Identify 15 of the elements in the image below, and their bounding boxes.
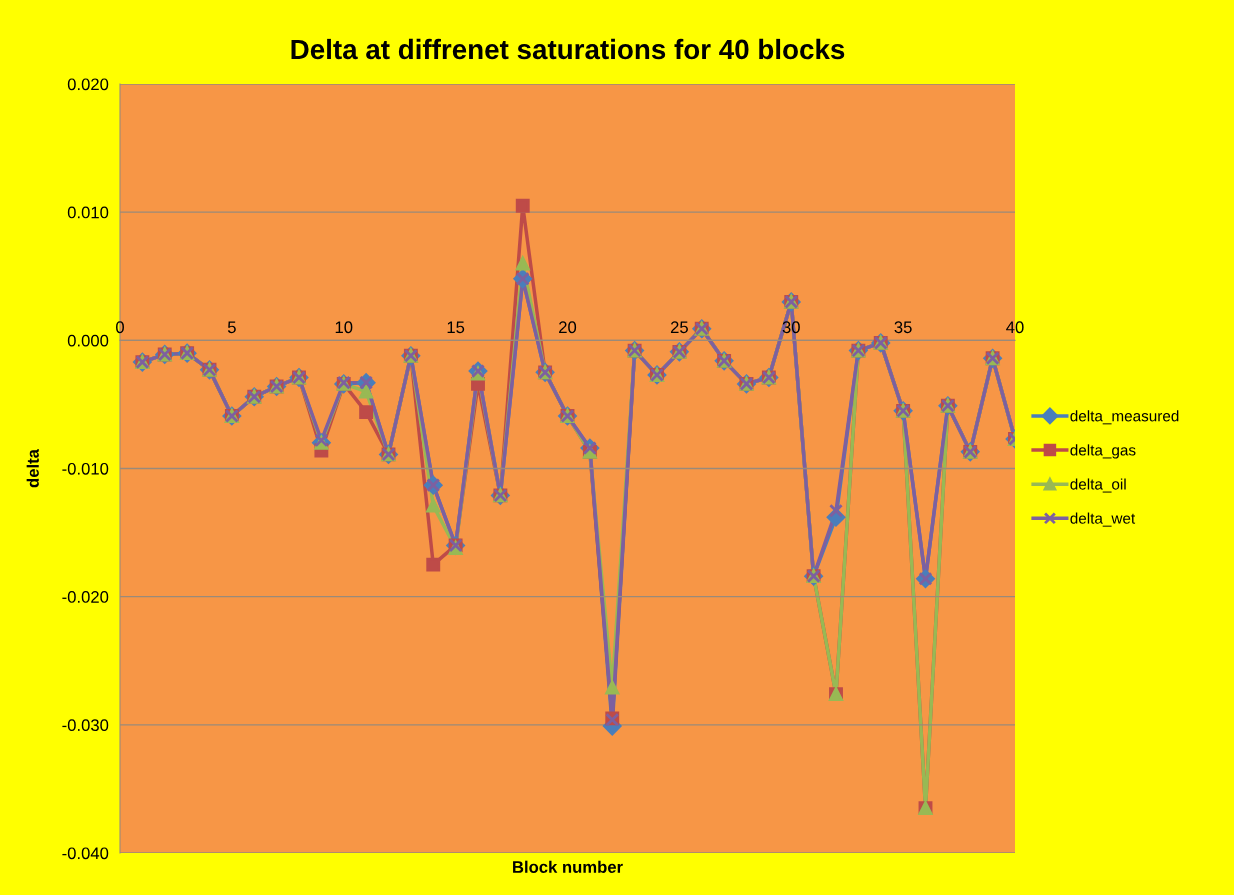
- legend-label: delta_measured: [1070, 410, 1179, 425]
- x-tick-label: 0: [116, 321, 124, 334]
- y-tick-label: -0.010: [62, 462, 109, 475]
- y-tick-label: -0.040: [62, 847, 109, 860]
- y-tick-label: -0.030: [62, 719, 109, 732]
- y-tick-label: -0.020: [62, 591, 109, 603]
- legend-label: delta_oil: [1070, 478, 1126, 493]
- chart-title: Delta at diffrenet saturations for 40 blocks: [291, 38, 845, 60]
- legend-label: delta_gas: [1070, 444, 1136, 459]
- y-axis-title: delta: [26, 448, 39, 488]
- y-tick-label: 0.000: [67, 334, 109, 347]
- y-tick-label: 0.020: [67, 78, 109, 91]
- legend-label: delta_wet: [1070, 512, 1136, 527]
- y-tick-label: 0.010: [67, 206, 109, 219]
- x-axis-title: Block number: [513, 860, 623, 873]
